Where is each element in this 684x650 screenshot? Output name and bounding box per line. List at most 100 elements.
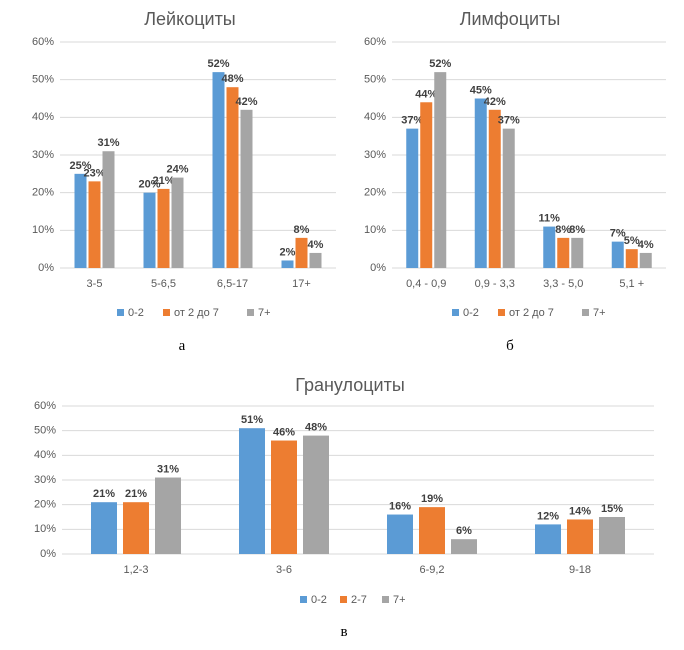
data-label: 48% xyxy=(221,73,243,85)
y-tick-label: 60% xyxy=(364,36,386,48)
y-tick-label: 10% xyxy=(34,523,56,535)
data-label: 31% xyxy=(97,137,119,149)
y-tick-label: 30% xyxy=(34,474,56,486)
bar-3-4 xyxy=(309,252,322,268)
y-tick-label: 10% xyxy=(32,224,54,236)
data-label: 51% xyxy=(241,414,263,426)
legend-label: 7+ xyxy=(393,594,406,606)
data-label: 37% xyxy=(498,115,520,127)
data-label: 44% xyxy=(415,88,437,100)
legend: 0-2 2-7 7+ xyxy=(300,594,406,606)
y-tick-label: 30% xyxy=(364,149,386,161)
bar-2-1 xyxy=(420,102,433,269)
bar-3-4 xyxy=(599,517,625,554)
x-tick-label: 5-6,5 xyxy=(151,278,176,290)
legend-swatch xyxy=(300,596,307,603)
data-label: 8% xyxy=(555,224,571,236)
legend: 0-2 от 2 до 7 7+ xyxy=(117,307,271,319)
y-tick-label: 40% xyxy=(34,449,56,461)
x-tick-label: 0,9 - 3,3 xyxy=(475,278,515,290)
x-tick-label: 6-9,2 xyxy=(419,564,444,576)
chart-panel-1: Лейкоциты 0% 10% 20% 30% 40% 50% 60% 25%23% 31% 3-… xyxy=(32,9,336,354)
bar-2-2 xyxy=(157,188,170,268)
data-label: 24% xyxy=(166,164,188,176)
legend-label: от 2 до 7 xyxy=(509,307,554,319)
data-label: 6% xyxy=(456,525,472,537)
data-label: 23% xyxy=(83,167,105,179)
bar-1-2 xyxy=(239,428,265,554)
bar-1-1 xyxy=(406,128,419,268)
chart-panel-2: Лимфоциты 0% 10% 20% 30% 40% 50% 60% 37% 44% 52% 0,… xyxy=(364,9,666,354)
x-tick-label: 9-18 xyxy=(569,564,591,576)
bar-3-3 xyxy=(451,539,477,554)
bar-1-1 xyxy=(91,502,117,554)
bar-3-1 xyxy=(155,477,181,554)
panel-caption: а xyxy=(179,338,186,354)
chart-title: Гранулоциты xyxy=(295,375,405,395)
legend-swatch xyxy=(498,309,505,316)
chart-panel-3: Гранулоциты 0% 10% 20% 30% 40% 50% 60% 21% 21% 31%… xyxy=(34,375,654,640)
legend-swatch xyxy=(382,596,389,603)
legend-swatch xyxy=(340,596,347,603)
legend-swatch xyxy=(247,309,254,316)
panel-caption: в xyxy=(340,624,347,640)
x-tick-label: 1,2-3 xyxy=(123,564,148,576)
bar-2-2 xyxy=(488,109,501,268)
bar-1-3 xyxy=(543,226,556,268)
bar-1-3 xyxy=(387,514,413,554)
bar-3-1 xyxy=(102,151,115,268)
legend-swatch xyxy=(117,309,124,316)
bar-1-4 xyxy=(611,241,624,268)
bar-2-3 xyxy=(557,237,570,268)
y-tick-label: 50% xyxy=(32,74,54,86)
bar-1-2 xyxy=(474,98,487,268)
bar-2-3 xyxy=(419,507,445,554)
data-label: 52% xyxy=(207,58,229,70)
bar-2-3 xyxy=(226,87,239,268)
legend-label: 0-2 xyxy=(311,594,327,606)
y-tick-label: 60% xyxy=(32,36,54,48)
bar-3-3 xyxy=(571,237,584,268)
data-label: 42% xyxy=(235,96,257,108)
data-label: 52% xyxy=(429,58,451,70)
legend-label: от 2 до 7 xyxy=(174,307,219,319)
data-label: 48% xyxy=(305,422,327,434)
data-label: 45% xyxy=(470,85,492,97)
bar-3-2 xyxy=(303,435,329,554)
y-tick-label: 0% xyxy=(370,262,386,274)
bar-1-4 xyxy=(535,524,561,554)
y-tick-label: 10% xyxy=(364,224,386,236)
y-tick-label: 30% xyxy=(32,149,54,161)
bar-2-1 xyxy=(88,181,101,268)
y-tick-label: 20% xyxy=(32,187,54,199)
y-tick-label: 40% xyxy=(32,111,54,123)
x-tick-label: 0,4 - 0,9 xyxy=(406,278,446,290)
data-label: 21% xyxy=(152,175,174,187)
data-label: 8% xyxy=(569,224,585,236)
legend-label: 2-7 xyxy=(351,594,367,606)
data-label: 11% xyxy=(539,213,561,225)
data-label: 25% xyxy=(69,160,91,172)
x-tick-label: 17+ xyxy=(292,278,311,290)
data-label: 37% xyxy=(401,115,423,127)
bar-3-2 xyxy=(502,128,515,268)
data-label: 21% xyxy=(125,488,147,500)
y-tick-label: 20% xyxy=(364,187,386,199)
bar-2-2 xyxy=(271,440,297,554)
data-label: 15% xyxy=(601,503,623,515)
data-label: 2% xyxy=(280,246,296,258)
y-tick-label: 60% xyxy=(34,400,56,412)
legend-label: 7+ xyxy=(593,307,606,319)
chart-title: Лейкоциты xyxy=(144,9,236,29)
bar-2-1 xyxy=(123,502,149,554)
legend-swatch xyxy=(452,309,459,316)
bar-2-4 xyxy=(295,237,308,268)
legend-label: 0-2 xyxy=(463,307,479,319)
data-label: 16% xyxy=(389,501,411,513)
legend-label: 7+ xyxy=(258,307,271,319)
legend: 0-2 от 2 до 7 7+ xyxy=(452,307,606,319)
bar-3-4 xyxy=(639,252,652,268)
x-tick-label: 3,3 - 5,0 xyxy=(543,278,583,290)
x-tick-label: 3-6 xyxy=(276,564,292,576)
chart-title: Лимфоциты xyxy=(460,9,561,29)
